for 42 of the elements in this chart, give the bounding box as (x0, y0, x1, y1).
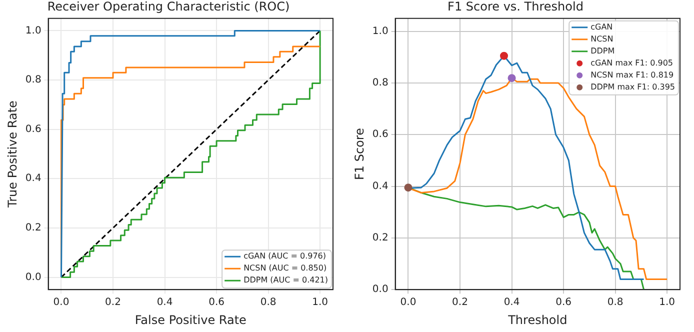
y-tick-label: 1.0 (25, 25, 42, 36)
y-tick-label: 0.4 (372, 180, 388, 192)
y-tick-label: 0.6 (25, 124, 42, 135)
y-tick-label: 0.2 (25, 222, 42, 234)
x-tick-label: 1.0 (312, 297, 328, 308)
x-tick-label: 0.0 (53, 297, 70, 308)
y-tick-label: 0.0 (372, 284, 388, 296)
y-tick-label: 0.2 (372, 232, 388, 244)
x-tick-label: 0.4 (504, 297, 520, 308)
y-tick-label: 0.0 (25, 272, 42, 283)
x-tick-label: 0.2 (452, 297, 468, 308)
y-tick-label: 0.8 (25, 74, 42, 86)
y-tick-label: 1.0 (372, 26, 388, 37)
y-tick-label: 0.6 (372, 129, 388, 140)
y-tick-label: 0.4 (25, 173, 42, 184)
x-axis-title: Threshold (507, 312, 568, 327)
legend-label: cGAN (AUC = 0.976) (244, 252, 326, 261)
y-tick-label: 0.8 (372, 78, 388, 89)
point (508, 74, 516, 82)
point (500, 52, 508, 60)
legend-label: NCSN (AUC = 0.850) (244, 264, 327, 273)
x-tick-label: 0.8 (260, 297, 276, 308)
x-axis-title: False Positive Rate (134, 312, 246, 327)
y-axis-title: True Positive Rate (5, 100, 20, 208)
legend-label: NCSN (590, 34, 614, 44)
legend-label: DDPM (AUC = 0.421) (244, 276, 328, 285)
legend-label: cGAN (590, 22, 613, 32)
point (404, 184, 412, 192)
x-tick-label: 0.4 (156, 297, 173, 308)
legend-label: cGAN max F1: 0.905 (590, 58, 674, 68)
x-tick-label: 0.0 (400, 297, 416, 308)
y-axis-title: F1 Score (352, 128, 366, 180)
legend-label: DDPM (590, 46, 615, 56)
x-tick-label: 0.8 (607, 297, 624, 308)
legend-label: NCSN max F1: 0.819 (590, 70, 674, 80)
legend-label: DDPM max F1: 0.395 (590, 82, 676, 92)
x-tick-label: 0.6 (208, 297, 224, 308)
x-tick-label: 0.6 (556, 297, 572, 308)
chart-title: F1 Score vs. Threshold (448, 0, 584, 14)
x-tick-label: 0.2 (105, 297, 121, 308)
x-tick-label: 1.0 (659, 297, 676, 308)
chart-title: Receiver Operating Characteristic (ROC) (47, 0, 290, 14)
